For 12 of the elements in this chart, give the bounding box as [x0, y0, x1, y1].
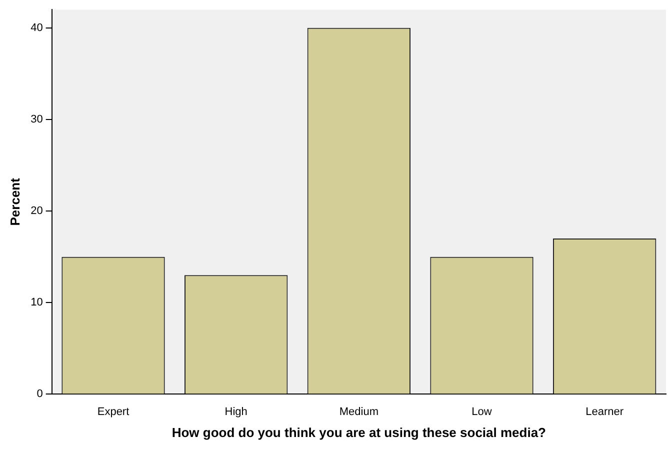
- y-axis-title: Percent: [7, 177, 22, 226]
- y-tick-label: 30: [30, 114, 43, 126]
- x-tick-label: Expert: [97, 406, 130, 418]
- y-tick-label: 20: [30, 205, 43, 218]
- y-tick-label: 10: [30, 296, 43, 309]
- x-tick-label: Learner: [586, 406, 624, 418]
- x-tick-label: High: [224, 406, 248, 418]
- y-tick-label: 40: [30, 22, 43, 34]
- x-axis-title: How good do you think you are at using these social media?: [172, 424, 546, 440]
- x-tick-label: Low: [472, 406, 492, 418]
- x-tick-label: Medium: [339, 406, 378, 418]
- y-tick-label: 0: [36, 388, 43, 400]
